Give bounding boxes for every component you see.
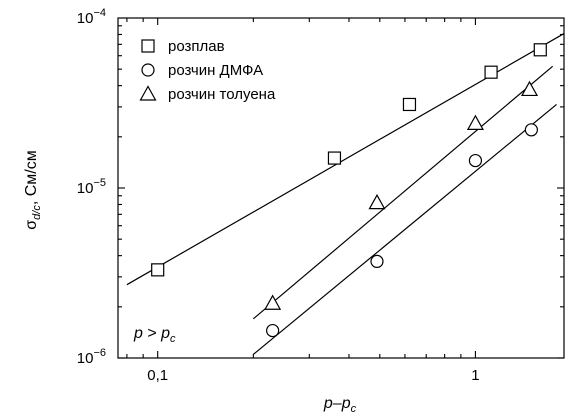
point-circle — [524, 123, 538, 137]
x-axis-label: p–pc — [323, 395, 357, 415]
point-square — [402, 97, 417, 112]
legend-label: розчин ДМФА — [168, 62, 263, 79]
legend-marker-square — [141, 39, 155, 53]
point-triangle — [521, 80, 539, 97]
legend-marker-circle — [141, 63, 155, 77]
x-axis-ticks: 0,1 1 — [126, 18, 480, 384]
point-circle — [468, 153, 483, 168]
x-tick-label: 0,1 — [147, 367, 168, 384]
fit-lines — [126, 33, 565, 355]
legend: розплав розчин ДМФА розчин толуена — [139, 38, 276, 103]
point-circle — [370, 254, 384, 269]
point-square — [533, 43, 547, 57]
point-triangle — [264, 294, 282, 310]
fit-line-triangle — [252, 65, 554, 320]
x-tick-label: 1 — [471, 367, 479, 384]
point-square — [484, 65, 498, 79]
condition-annotation: p > pc — [133, 325, 176, 345]
point-circle — [266, 323, 280, 338]
legend-label: розчин толуена — [168, 86, 276, 103]
legend-marker-triangle — [139, 85, 157, 101]
fit-line-circle — [252, 104, 557, 355]
point-square — [151, 263, 165, 277]
y-tick-label: 10−6 — [77, 347, 106, 367]
y-tick-label: 10−4 — [77, 7, 106, 27]
data-markers — [151, 43, 547, 338]
y-axis-label: σd/c, См/см — [23, 150, 43, 229]
point-triangle — [368, 193, 386, 210]
y-axis-ticks: 10−6 10−5 10−4 — [77, 7, 564, 367]
point-square — [327, 151, 342, 165]
point-triangle — [466, 114, 484, 130]
y-tick-label: 10−5 — [77, 177, 106, 197]
legend-label: розплав — [168, 38, 225, 55]
